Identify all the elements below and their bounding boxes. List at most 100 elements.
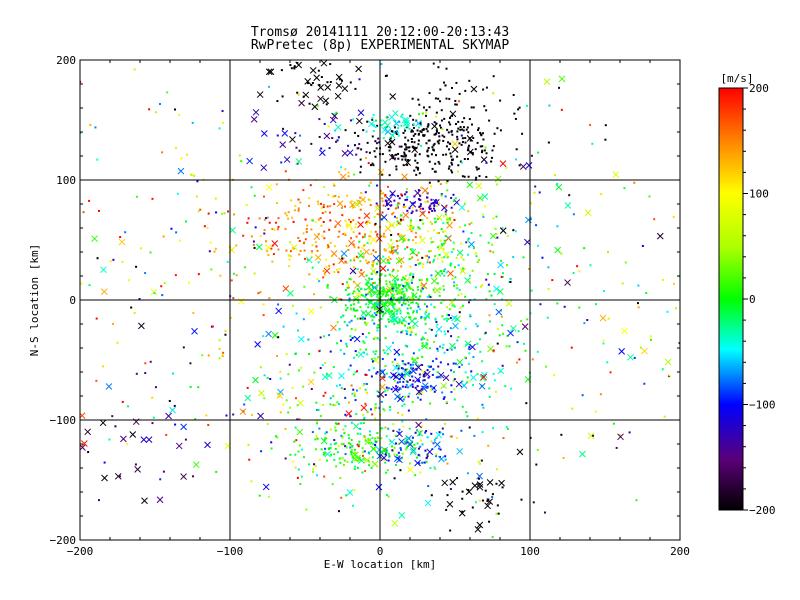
- data-point-dot: [391, 286, 394, 289]
- data-point-dot: [446, 319, 449, 322]
- data-point-dot: [416, 385, 419, 388]
- data-point-dot: [578, 270, 581, 273]
- data-point-dot: [375, 441, 378, 444]
- data-point-cross: [386, 285, 393, 292]
- data-point-dot: [424, 255, 427, 258]
- data-point-dot: [407, 362, 410, 365]
- data-point-dot: [346, 194, 349, 197]
- data-point-dot: [431, 222, 434, 225]
- data-point-dot: [382, 255, 385, 258]
- data-point-dot: [432, 240, 435, 243]
- data-point-cross: [584, 209, 592, 217]
- data-point-dot: [302, 189, 305, 192]
- data-point-dot: [322, 276, 325, 279]
- data-point-dot: [451, 171, 454, 174]
- data-point-cross: [397, 256, 405, 264]
- data-point-dot: [305, 227, 308, 230]
- data-point-dot: [414, 159, 417, 162]
- data-point-dot: [287, 254, 290, 257]
- data-point-dot: [422, 379, 425, 382]
- data-point-cross: [469, 343, 476, 351]
- data-point-dot: [400, 124, 403, 127]
- data-point-cross: [307, 308, 315, 315]
- data-point-dot: [413, 141, 416, 144]
- data-point-dot: [335, 442, 338, 445]
- data-point-dot: [391, 360, 394, 363]
- data-point-cross: [476, 521, 484, 529]
- data-point-dot: [409, 287, 412, 290]
- data-point-dot: [322, 270, 325, 273]
- data-point-dot: [456, 477, 459, 480]
- data-point-dot: [384, 337, 387, 340]
- data-point-cross: [599, 314, 607, 322]
- data-point-dot: [358, 443, 361, 446]
- data-point-dot: [344, 425, 347, 428]
- data-point-dot: [344, 288, 347, 291]
- data-point-dot: [367, 300, 370, 303]
- data-point-dot: [440, 109, 443, 112]
- colorbar-label: [m/s]: [720, 72, 753, 85]
- data-point-dot: [537, 151, 540, 154]
- data-point-dot: [397, 284, 400, 287]
- data-point-dot: [392, 294, 395, 297]
- data-point-cross: [516, 448, 524, 456]
- data-point-dot: [468, 280, 471, 283]
- data-point-dot: [427, 230, 430, 233]
- data-point-dot: [474, 252, 477, 255]
- data-point-dot: [475, 255, 478, 258]
- data-point-dot: [435, 204, 438, 207]
- data-point-dot: [284, 170, 287, 173]
- data-point-dot: [428, 181, 431, 184]
- x-tick-label: −200: [67, 545, 94, 558]
- data-point-dot: [490, 160, 493, 163]
- data-point-dot: [426, 258, 429, 261]
- data-point-dot: [223, 212, 226, 215]
- data-point-cross: [320, 437, 328, 445]
- data-point-dot: [430, 494, 433, 497]
- data-point-dot: [350, 448, 353, 451]
- data-point-dot: [456, 437, 459, 440]
- data-point-dot: [335, 268, 338, 271]
- data-point-cross: [449, 478, 457, 486]
- data-point-dot: [374, 417, 377, 420]
- data-point-dot: [504, 385, 507, 388]
- data-point-cross: [419, 237, 426, 244]
- data-point-dot: [430, 303, 433, 306]
- data-point-dot: [451, 86, 454, 89]
- data-point-dot: [361, 471, 364, 474]
- data-point-dot: [583, 247, 586, 250]
- data-point-dot: [358, 143, 361, 146]
- data-point-dot: [359, 165, 362, 168]
- data-point-dot: [361, 316, 364, 319]
- data-point-dot: [333, 442, 336, 445]
- data-point-dot: [376, 184, 379, 187]
- data-point-dot: [391, 290, 394, 293]
- data-point-dot: [418, 103, 421, 106]
- data-point-dot: [435, 321, 438, 324]
- data-point-dot: [461, 175, 464, 178]
- data-point-dot: [365, 391, 368, 394]
- data-point-dot: [365, 303, 368, 306]
- data-point-dot: [354, 328, 357, 331]
- data-point-dot: [453, 284, 456, 287]
- data-point-dot: [440, 243, 443, 246]
- data-point-cross: [165, 412, 172, 420]
- data-point-dot: [434, 170, 437, 173]
- data-point-cross: [260, 164, 268, 172]
- data-point-cross: [239, 408, 247, 416]
- data-point-cross: [388, 113, 396, 121]
- data-point-dot: [347, 284, 350, 287]
- data-point-dot: [360, 192, 363, 195]
- data-point-dot: [364, 233, 367, 236]
- data-point-dot: [449, 123, 452, 126]
- data-point-dot: [388, 250, 391, 253]
- data-point-dot: [637, 284, 640, 287]
- data-point-dot: [389, 146, 392, 149]
- data-point-dot: [311, 250, 314, 253]
- data-point-dot: [232, 272, 235, 275]
- data-point-dot: [277, 336, 280, 339]
- data-point-dot: [463, 175, 466, 178]
- data-point-dot: [404, 193, 407, 196]
- data-point-dot: [368, 332, 371, 335]
- data-point-dot: [653, 218, 656, 221]
